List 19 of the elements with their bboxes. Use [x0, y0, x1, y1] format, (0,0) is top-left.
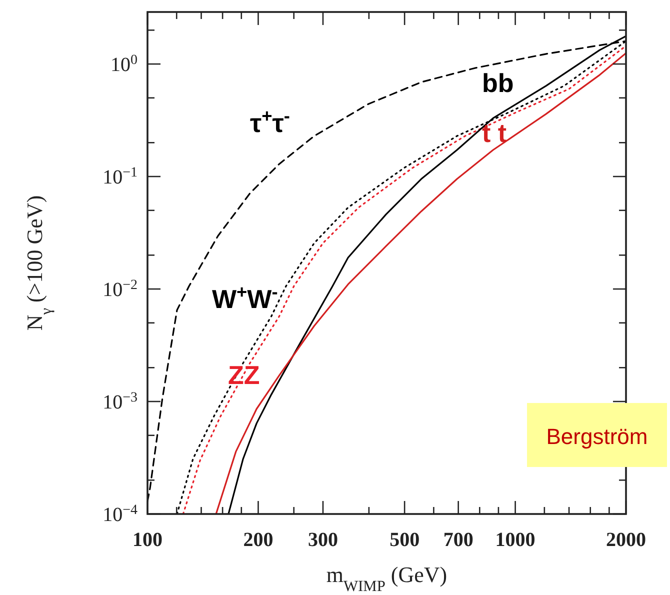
y-tick-label: 10$^{0}$	[110, 52, 138, 76]
x-tick-label: 300	[308, 529, 338, 551]
x-tick-label: 500	[390, 529, 420, 551]
series-label: W$^{+}$W$^{-}$	[212, 282, 278, 314]
x-axis-title: m$_{WIMP}$ (GeV)	[326, 562, 448, 594]
x-tick-label: 2000	[606, 529, 646, 551]
y-tick-label: 10$^{−3}$	[102, 390, 138, 414]
y-tick-label: 10$^{−2}$	[102, 278, 138, 302]
series-label: ZZ	[228, 360, 260, 390]
annotation: Bergström	[546, 424, 648, 449]
x-tick-label: 100	[132, 529, 162, 551]
series-label: bb	[482, 68, 514, 98]
y-tick-label: 10$^{−4}$	[102, 502, 138, 526]
x-tick-label: 700	[443, 529, 474, 551]
x-tick-label: 200	[243, 529, 274, 551]
y-tick-label: 10$^{−1}$	[102, 165, 138, 189]
series-label: t t	[482, 118, 507, 148]
series-label: τ$^{+}$τ$^{-}$	[250, 106, 290, 138]
x-tick-label: 1000	[495, 529, 536, 551]
